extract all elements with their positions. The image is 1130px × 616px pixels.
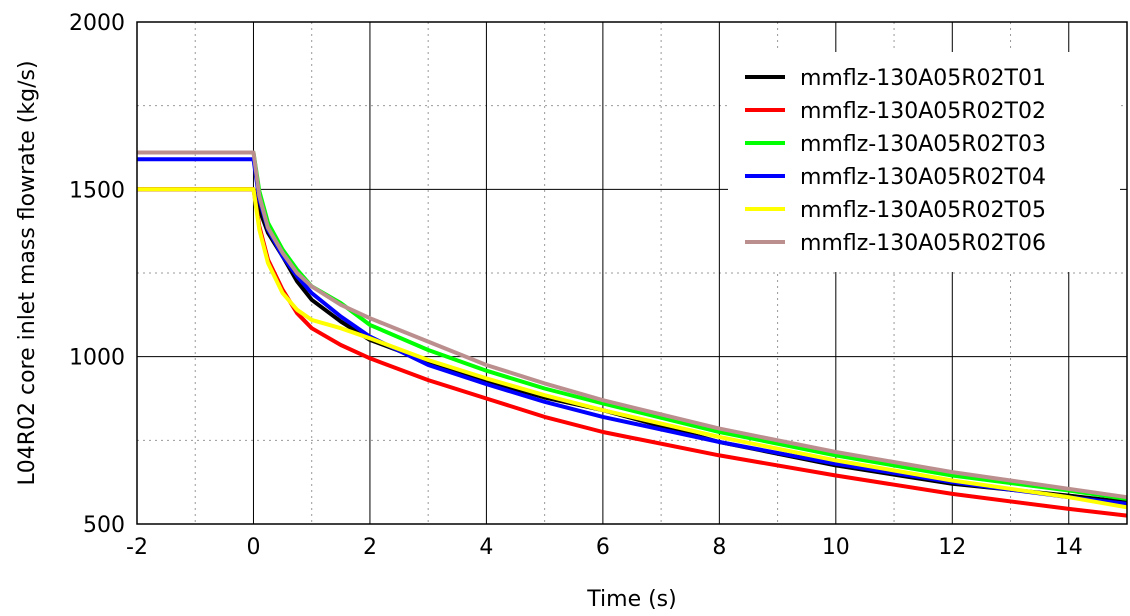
legend-label-1: mmflz-130A05R02T01 <box>800 66 1046 91</box>
legend-label-5: mmflz-130A05R02T05 <box>800 198 1046 223</box>
legend-label-6: mmflz-130A05R02T06 <box>800 231 1046 256</box>
legend-label-2: mmflz-130A05R02T02 <box>800 99 1046 124</box>
y-tick-label: 1500 <box>69 178 125 203</box>
series-line-6 <box>137 150 1128 500</box>
plot-frame <box>136 21 1128 525</box>
x-tick-label: -2 <box>126 535 148 560</box>
x-tick-label: 12 <box>938 535 966 560</box>
legend-label-3: mmflz-130A05R02T03 <box>800 132 1046 157</box>
x-tick-label: 14 <box>1055 535 1083 560</box>
y-tick-label: 1000 <box>69 346 125 371</box>
legend: mmflz-130A05R02T01 mmflz-130A05R02T02 mmfl… <box>728 52 1120 272</box>
x-tick-label: 6 <box>596 535 610 560</box>
tick-layer: -2 0 2 4 6 8 10 12 14 500 1000 1500 2000 <box>69 11 1083 560</box>
y-tick-label: 2000 <box>69 11 125 36</box>
y-tick-label: 500 <box>83 513 125 538</box>
series-layer <box>137 150 1128 518</box>
x-tick-label: 2 <box>363 535 377 560</box>
x-tick-label: 10 <box>822 535 850 560</box>
series-line-5 <box>137 187 1128 510</box>
x-tick-label: 8 <box>712 535 726 560</box>
x-axis-label: Time (s) <box>586 587 676 612</box>
x-tick-label: 4 <box>479 535 493 560</box>
x-tick-label: 0 <box>246 535 260 560</box>
legend-background <box>728 52 1120 272</box>
legend-label-4: mmflz-130A05R02T04 <box>800 165 1046 190</box>
y-axis-label: L04R02 core inlet mass flowrate (kg/s) <box>15 60 40 485</box>
